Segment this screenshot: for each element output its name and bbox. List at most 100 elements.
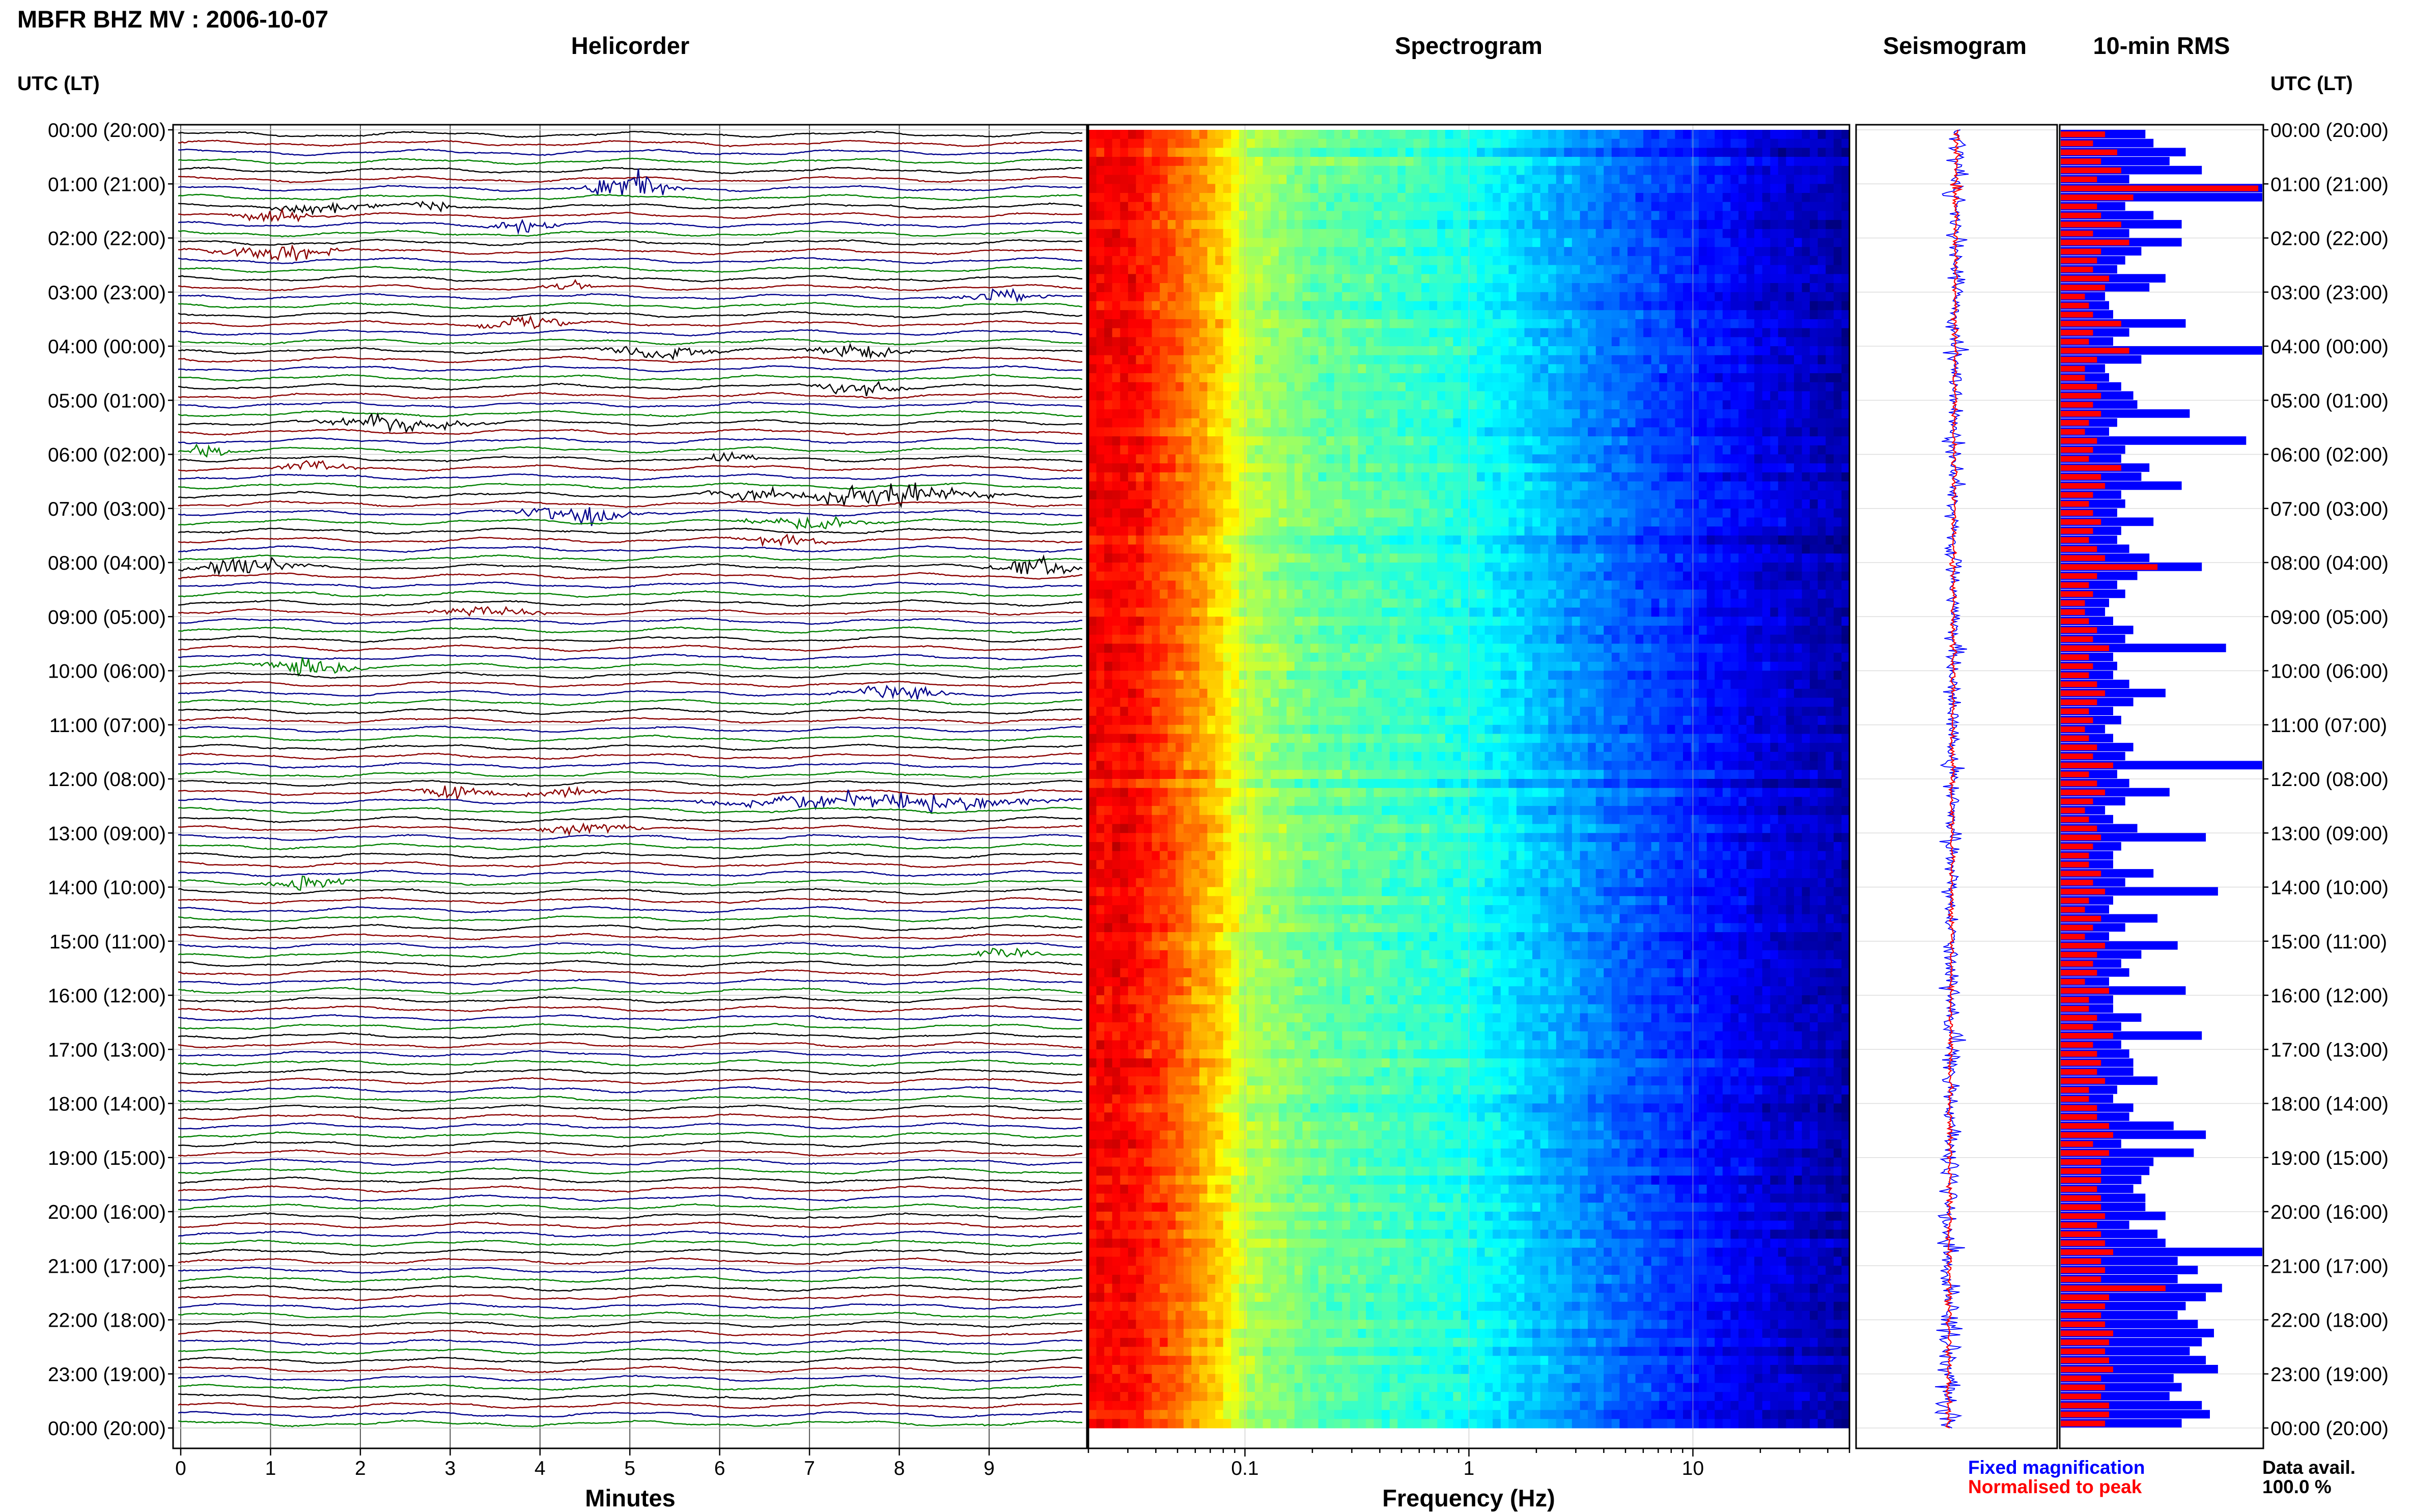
- spectrogram-cell: [1302, 292, 1311, 302]
- spectrogram-cell: [1588, 463, 1596, 473]
- spectrogram-cell: [1144, 138, 1153, 148]
- spectrogram-cell: [1199, 580, 1208, 590]
- spectrogram-cell: [1826, 238, 1834, 247]
- spectrogram-cell: [1604, 346, 1612, 356]
- spectrogram-cell: [1199, 364, 1208, 374]
- spectrogram-cell: [1350, 220, 1359, 230]
- spectrogram-cell: [1580, 409, 1588, 419]
- spectrogram-cell: [1810, 337, 1818, 347]
- spectrogram-cell: [1286, 535, 1295, 545]
- spectrogram-cell: [1794, 382, 1803, 392]
- spectrogram-cell: [1310, 256, 1319, 266]
- spectrogram-cell: [1239, 481, 1248, 491]
- spectrogram-cell: [1160, 427, 1168, 437]
- spectrogram-cell: [1706, 490, 1715, 500]
- spectrogram-cell: [1469, 355, 1477, 365]
- spectrogram-cell: [1770, 175, 1779, 184]
- spectrogram-cell: [1453, 544, 1462, 554]
- spectrogram-cell: [1532, 535, 1541, 545]
- spectrogram-cell: [1191, 193, 1200, 203]
- spectrogram-cell: [1183, 472, 1192, 482]
- spectrogram-cell: [1611, 346, 1620, 356]
- spectrogram-cell: [1413, 553, 1422, 563]
- spectrogram-cell: [1397, 563, 1406, 572]
- spectrogram-cell: [1120, 535, 1129, 545]
- spectrogram-cell: [1588, 391, 1596, 401]
- spectrogram-cell: [1175, 472, 1184, 482]
- spectrogram-cell: [1088, 265, 1097, 274]
- spectrogram-cell: [1191, 580, 1200, 590]
- spectrogram-cell: [1691, 427, 1699, 437]
- spectrogram-cell: [1255, 175, 1264, 184]
- spectrogram-cell: [1493, 193, 1501, 203]
- spectrogram-cell: [1437, 490, 1446, 500]
- spectrogram-cell: [1271, 481, 1279, 491]
- spectrogram-cell: [1112, 517, 1120, 527]
- spectrogram-cell: [1746, 454, 1755, 464]
- spectrogram-cell: [1556, 238, 1564, 247]
- spectrogram-cell: [1738, 364, 1747, 374]
- spectrogram-cell: [1595, 544, 1604, 554]
- spectrogram-cell: [1144, 229, 1153, 239]
- spectrogram-cell: [1160, 436, 1168, 446]
- spectrogram-cell: [1096, 238, 1105, 247]
- spectrogram-cell: [1160, 346, 1168, 356]
- spectrogram-cell: [1144, 454, 1153, 464]
- spectrogram-cell: [1429, 247, 1438, 257]
- spectrogram-cell: [1382, 472, 1390, 482]
- spectrogram-cell: [1358, 571, 1366, 581]
- spectrogram-cell: [1437, 508, 1446, 518]
- spectrogram-cell: [1382, 310, 1390, 320]
- spectrogram-cell: [1088, 301, 1097, 311]
- spectrogram-cell: [1675, 436, 1684, 446]
- spectrogram-cell: [1516, 517, 1525, 527]
- spectrogram-cell: [1833, 193, 1842, 203]
- spectrogram-cell: [1397, 301, 1406, 311]
- spectrogram-cell: [1667, 130, 1675, 139]
- spectrogram-cell: [1826, 292, 1834, 302]
- spectrogram-cell: [1659, 490, 1668, 500]
- spectrogram-cell: [1572, 481, 1581, 491]
- spectrogram-cell: [1628, 590, 1636, 599]
- spectrogram-cell: [1667, 382, 1675, 392]
- spectrogram-cell: [1247, 157, 1255, 166]
- spectrogram-cell: [1588, 445, 1596, 455]
- spectrogram-cell: [1136, 463, 1144, 473]
- spectrogram-cell: [1484, 382, 1493, 392]
- spectrogram-cell: [1120, 508, 1129, 518]
- spectrogram-cell: [1794, 463, 1803, 473]
- spectrogram-cell: [1841, 319, 1850, 329]
- spectrogram-cell: [1136, 563, 1144, 572]
- spectrogram-cell: [1152, 535, 1160, 545]
- spectrogram-cell: [1461, 563, 1470, 572]
- spectrogram-cell: [1286, 229, 1295, 239]
- spectrogram-cell: [1405, 436, 1414, 446]
- spectrogram-cell: [1595, 265, 1604, 274]
- spectrogram-cell: [1817, 373, 1826, 383]
- spectrogram-cell: [1326, 175, 1335, 184]
- spectrogram-cell: [1524, 400, 1533, 410]
- spectrogram-cell: [1096, 265, 1105, 274]
- spectrogram-cell: [1564, 373, 1573, 383]
- spectrogram-cell: [1286, 373, 1295, 383]
- spectrogram-cell: [1215, 590, 1224, 599]
- spectrogram-cell: [1588, 563, 1596, 572]
- spectrogram-cell: [1604, 193, 1612, 203]
- spectrogram-cell: [1469, 535, 1477, 545]
- spectrogram-cell: [1706, 535, 1715, 545]
- spectrogram-cell: [1429, 211, 1438, 220]
- spectrogram-cell: [1239, 499, 1248, 509]
- spectrogram-cell: [1199, 138, 1208, 148]
- spectrogram-cell: [1342, 481, 1351, 491]
- spectrogram-cell: [1294, 427, 1303, 437]
- spectrogram-cell: [1278, 590, 1287, 599]
- spectrogram-cell: [1358, 220, 1366, 230]
- spectrogram-cell: [1167, 391, 1176, 401]
- spectrogram-cell: [1619, 517, 1628, 527]
- spectrogram-cell: [1247, 211, 1255, 220]
- spectrogram-cell: [1239, 157, 1248, 166]
- spectrogram-cell: [1595, 165, 1604, 176]
- spectrogram-cell: [1683, 229, 1692, 239]
- spectrogram-cell: [1802, 382, 1810, 392]
